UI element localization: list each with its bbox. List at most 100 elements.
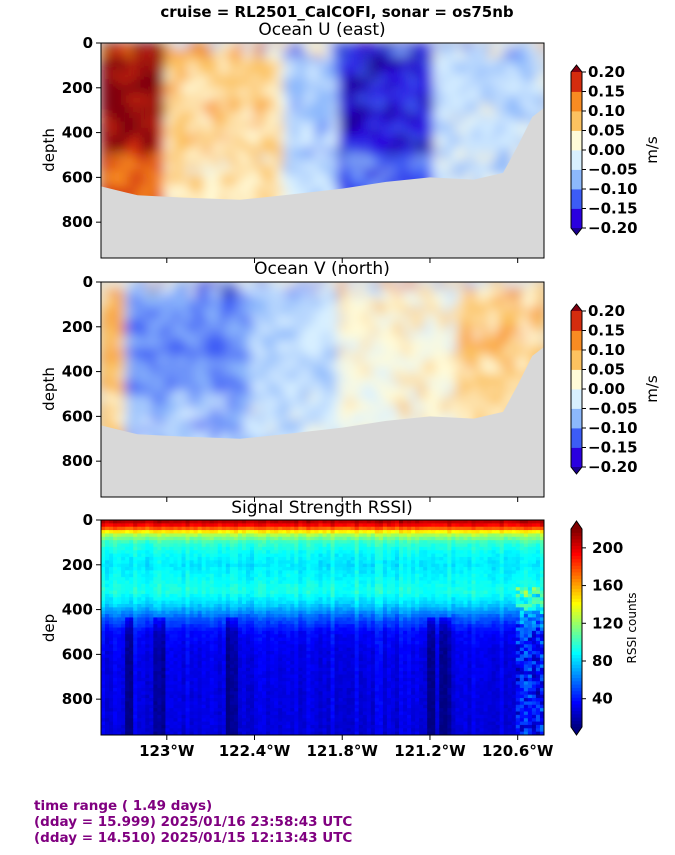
heatmap-cell bbox=[132, 340, 143, 349]
heatmap-cell bbox=[211, 426, 222, 435]
heatmap-cell bbox=[125, 597, 130, 602]
heatmap-cell bbox=[441, 95, 451, 104]
heatmap-cell bbox=[409, 147, 419, 156]
heatmap-cell bbox=[133, 651, 138, 655]
heatmap-cell bbox=[101, 543, 106, 548]
heatmap-cell bbox=[153, 661, 158, 666]
heatmap-cell bbox=[141, 610, 146, 615]
heatmap-cell bbox=[275, 88, 285, 97]
heatmap-cell bbox=[449, 360, 459, 369]
heatmap-cell bbox=[124, 426, 135, 435]
heatmap-cell bbox=[129, 654, 134, 659]
heatmap-cell bbox=[369, 101, 380, 110]
heatmap-cell bbox=[354, 321, 364, 330]
heatmap-cell bbox=[156, 49, 166, 58]
heatmap-cell bbox=[101, 684, 106, 689]
heatmap-cell bbox=[330, 95, 340, 104]
heatmap-cell bbox=[377, 340, 388, 349]
heatmap-cell bbox=[298, 62, 309, 71]
heatmap-cell bbox=[197, 637, 203, 642]
heatmap-cell bbox=[113, 533, 118, 538]
heatmap-cell bbox=[441, 288, 451, 297]
heatmap-cell bbox=[161, 526, 167, 531]
heatmap-cell bbox=[417, 354, 427, 363]
heatmap-cell bbox=[417, 69, 427, 78]
heatmap-cell bbox=[275, 347, 285, 356]
heatmap-cell bbox=[148, 154, 158, 163]
heatmap-cell bbox=[117, 721, 122, 726]
heatmap-cell bbox=[211, 180, 222, 189]
heatmap-cell bbox=[101, 694, 106, 699]
heatmap-cell bbox=[129, 644, 134, 649]
heatmap-cell bbox=[149, 677, 154, 682]
heatmap-cell bbox=[148, 75, 158, 84]
heatmap-cell bbox=[456, 173, 467, 182]
heatmap-cell bbox=[145, 681, 150, 686]
heatmap-cell bbox=[181, 687, 187, 692]
heatmap-cell bbox=[129, 570, 134, 575]
heatmap-cell bbox=[121, 563, 126, 568]
heatmap-cell bbox=[185, 607, 191, 612]
heatmap-cell bbox=[169, 593, 175, 598]
heatmap-cell bbox=[201, 603, 207, 608]
heatmap-cell bbox=[488, 69, 499, 78]
heatmap-cell bbox=[172, 62, 182, 71]
heatmap-cell bbox=[201, 654, 207, 659]
heatmap-cell bbox=[117, 546, 122, 551]
heatmap-cell bbox=[108, 101, 119, 110]
heatmap-cell bbox=[197, 701, 203, 706]
heatmap-cell bbox=[409, 141, 419, 150]
heatmap-cell bbox=[133, 523, 138, 528]
colorbar-segment bbox=[571, 447, 582, 468]
heatmap-cell bbox=[109, 597, 114, 602]
heatmap-cell bbox=[149, 704, 154, 709]
heatmap-cell bbox=[362, 95, 372, 104]
heatmap-cell bbox=[101, 718, 106, 723]
heatmap-cell bbox=[169, 526, 175, 531]
heatmap-cell bbox=[153, 603, 158, 608]
heatmap-cell bbox=[185, 560, 191, 565]
heatmap-cell bbox=[101, 419, 111, 428]
heatmap-cell bbox=[109, 691, 114, 696]
heatmap-cell bbox=[169, 620, 175, 625]
heatmap-cell bbox=[188, 147, 198, 156]
heatmap-cell bbox=[101, 147, 111, 156]
heatmap-cell bbox=[116, 367, 127, 376]
heatmap-cell bbox=[425, 115, 435, 124]
heatmap-cell bbox=[121, 526, 126, 531]
heatmap-cell bbox=[488, 399, 499, 408]
heatmap-cell bbox=[480, 43, 491, 52]
heatmap-cell bbox=[101, 593, 106, 598]
heatmap-cell bbox=[157, 708, 163, 713]
heatmap-cell bbox=[377, 95, 388, 104]
heatmap-cell bbox=[153, 530, 158, 535]
heatmap-cell bbox=[217, 580, 223, 585]
heatmap-cell bbox=[314, 101, 324, 110]
heatmap-cell bbox=[169, 684, 175, 689]
heatmap-cell bbox=[133, 687, 138, 692]
heatmap-cell bbox=[117, 654, 122, 659]
heatmap-cell bbox=[354, 419, 364, 428]
heatmap-cell bbox=[217, 644, 223, 649]
heatmap-cell bbox=[205, 523, 211, 528]
heatmap-cell bbox=[417, 128, 427, 137]
heatmap-cell bbox=[125, 698, 130, 703]
heatmap-cell bbox=[213, 563, 219, 568]
heatmap-cell bbox=[181, 654, 187, 659]
heatmap-cell bbox=[417, 360, 427, 369]
heatmap-cell bbox=[157, 701, 163, 706]
heatmap-cell bbox=[172, 321, 182, 330]
heatmap-cell bbox=[464, 412, 475, 421]
heatmap-cell bbox=[377, 173, 388, 182]
heatmap-cell bbox=[149, 721, 154, 726]
heatmap-cell bbox=[164, 321, 174, 330]
heatmap-cell bbox=[129, 583, 134, 588]
heatmap-cell bbox=[219, 128, 230, 137]
panel-v-xtick-marks bbox=[166, 497, 519, 502]
heatmap-cell bbox=[108, 393, 119, 402]
heatmap-cell bbox=[441, 56, 451, 65]
heatmap-cell bbox=[177, 684, 183, 689]
heatmap-cell bbox=[141, 603, 146, 608]
heatmap-cell bbox=[213, 624, 219, 629]
heatmap-cell bbox=[346, 69, 356, 78]
